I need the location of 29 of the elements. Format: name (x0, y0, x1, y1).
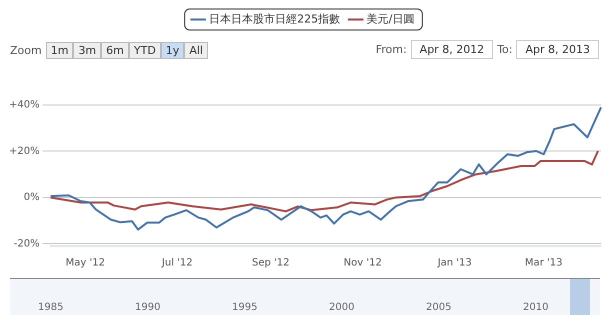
x-tick-label: Jul '12 (160, 258, 193, 269)
text: 2005 (426, 302, 452, 313)
text: To: (497, 43, 512, 56)
text: All (184, 42, 208, 59)
text: Zoom (10, 44, 42, 57)
text: 6m (101, 42, 129, 59)
text: 1995 (232, 302, 258, 313)
text: 1m (46, 42, 74, 59)
x-tick-label: Sep '12 (252, 258, 290, 269)
y-tick-label: +20% (8, 146, 40, 157)
x-tick-label: Mar '13 (524, 258, 562, 269)
legend-label: 日本日本股市日經225指數 (209, 12, 340, 26)
y-tick-label: -20% (14, 238, 40, 250)
text: Apr 8, 2012 (410, 40, 494, 59)
y-tick-label: +40% (8, 100, 40, 111)
text: YTD (128, 42, 161, 59)
text: 2000 (329, 302, 354, 313)
x-tick-label: Nov '12 (344, 258, 382, 269)
text: 1985 (38, 302, 64, 313)
x-tick-label: May '12 (66, 258, 105, 269)
legend-label: 美元/日圓 (366, 12, 414, 26)
text: 1y (160, 42, 184, 59)
text: 2010 (523, 302, 548, 313)
text: 3m (73, 42, 102, 59)
text: From: (376, 43, 407, 56)
text: Apr 8, 2013 (516, 40, 599, 59)
x-tick-label: Jan '13 (436, 258, 472, 269)
text: 1990 (135, 302, 160, 313)
y-tick-label: 0% (24, 192, 40, 204)
